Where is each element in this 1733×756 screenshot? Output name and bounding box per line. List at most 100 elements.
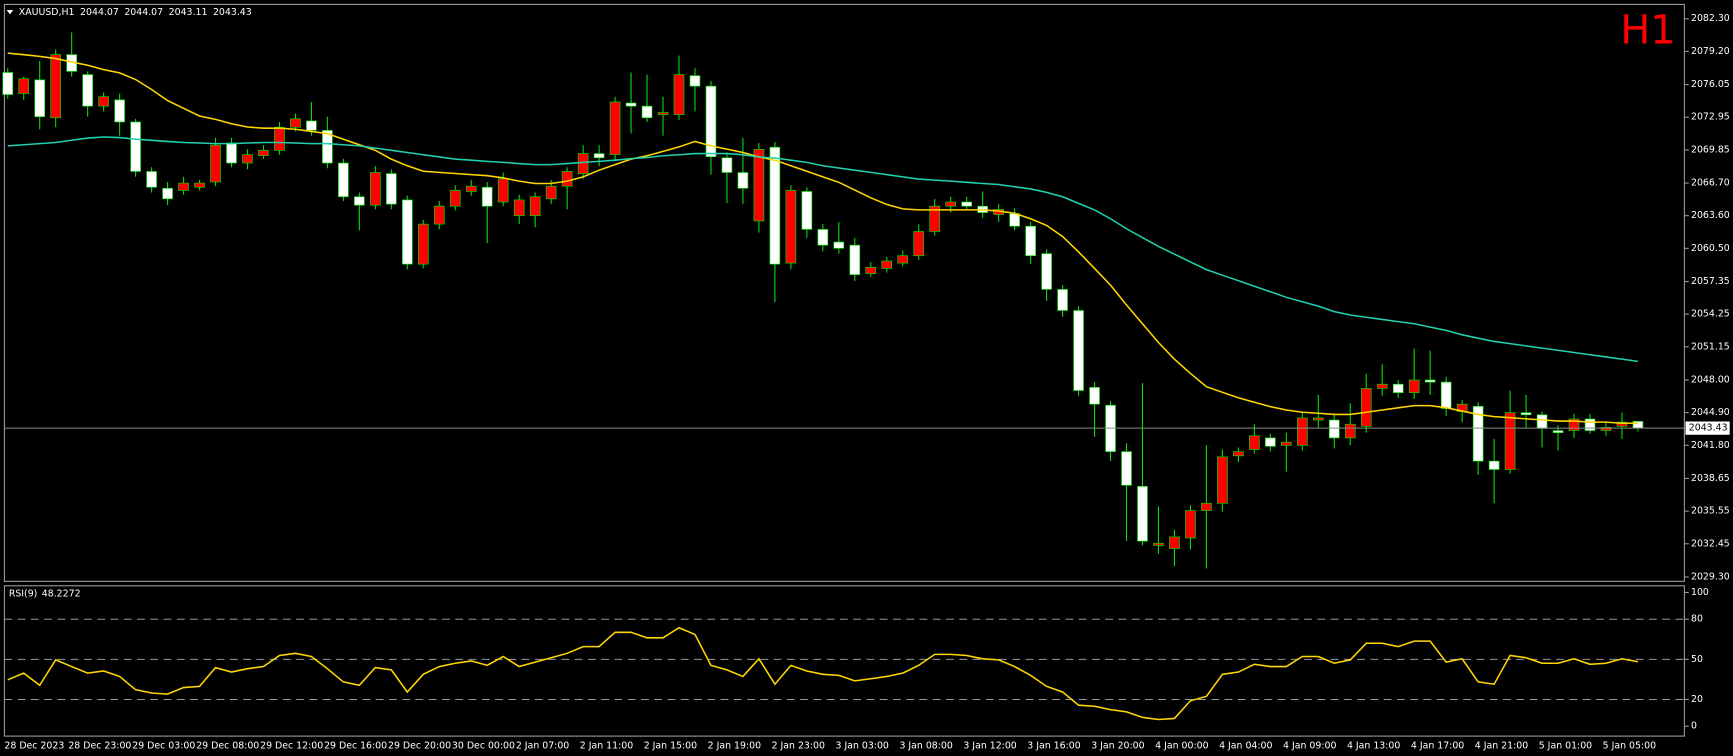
candle-body	[1073, 310, 1084, 391]
x-tick-label: 4 Jan 13:00	[1347, 741, 1400, 752]
x-tick-label: 2 Jan 07:00	[516, 741, 569, 752]
menu-arrow[interactable]	[6, 9, 14, 15]
candle-body	[1616, 421, 1628, 427]
candle-body	[98, 96, 109, 107]
candle-body	[433, 205, 445, 225]
candle-body	[114, 99, 125, 123]
candle-body	[897, 255, 909, 264]
candle-body	[1185, 510, 1196, 539]
x-tick-label: 29 Dec 20:00	[388, 741, 451, 752]
current-price-label: 2043.43	[1689, 423, 1728, 434]
candle-body	[1376, 383, 1388, 389]
candle-body	[1504, 412, 1516, 470]
candle-body	[1424, 379, 1436, 383]
candle-body	[801, 191, 813, 230]
header-low: 2043.11	[169, 7, 208, 18]
y-tick-label: 0	[1691, 721, 1697, 732]
x-tick-label: 4 Jan 04:00	[1219, 741, 1272, 752]
candle-body	[849, 244, 861, 276]
candle-body	[386, 173, 397, 205]
candle-body	[689, 75, 701, 87]
x-tick-label: 29 Dec 08:00	[196, 741, 259, 752]
x-tick-label: 29 Dec 16:00	[324, 741, 387, 752]
candle-body	[274, 126, 285, 151]
candle-body	[1568, 418, 1580, 431]
y-tick-label: 80	[1691, 614, 1703, 625]
x-tick-label: 3 Jan 08:00	[899, 741, 952, 752]
x-tick-label: 2 Jan 23:00	[772, 741, 825, 752]
candle-body	[82, 74, 93, 107]
y-tick-label: 2063.60	[1691, 210, 1730, 221]
y-tick-label: 2035.55	[1691, 506, 1730, 517]
candle-body	[210, 144, 221, 183]
chart-title: XAUUSD,H1	[19, 7, 75, 18]
candle-body	[242, 154, 253, 164]
x-tick-label: 2 Jan 11:00	[580, 741, 633, 752]
timeframe-watermark: H1	[1620, 8, 1675, 54]
x-tick-label: 29 Dec 03:00	[132, 741, 195, 752]
y-tick-label: 2044.90	[1691, 407, 1730, 418]
candle-body	[1297, 417, 1308, 446]
candle-body	[34, 79, 46, 118]
x-tick-label: 28 Dec 2023	[4, 741, 64, 752]
candle-body	[178, 182, 189, 191]
candle-body	[1472, 405, 1484, 462]
y-tick-label: 2029.30	[1691, 571, 1730, 582]
x-tick-label: 5 Jan 05:00	[1603, 741, 1656, 752]
candle-body	[833, 241, 845, 249]
x-tick-label: 5 Jan 01:00	[1539, 741, 1592, 752]
y-tick-label: 100	[1691, 587, 1709, 598]
candle-body	[929, 205, 941, 232]
candle-body	[1392, 383, 1404, 393]
candle-body	[417, 223, 429, 265]
candle-body	[354, 196, 365, 206]
x-tick-label: 4 Jan 00:00	[1155, 741, 1208, 752]
candle-body	[1169, 536, 1180, 549]
y-tick-label: 2072.95	[1691, 112, 1730, 123]
x-tick-label: 30 Dec 00:00	[452, 741, 515, 752]
candle-body	[913, 231, 925, 257]
candle-body	[1520, 412, 1532, 416]
candle-body	[449, 190, 461, 207]
chart-header: XAUUSD,H1 2044.07 2044.07 2043.11 2043.43	[19, 7, 252, 18]
candle-body	[226, 142, 237, 164]
candle-body	[817, 229, 829, 246]
candle-body	[769, 146, 781, 265]
x-tick-label: 2 Jan 15:00	[644, 741, 697, 752]
candle-body	[1312, 417, 1324, 421]
candle-body	[753, 149, 765, 222]
candle-body	[290, 118, 301, 128]
x-tick-label: 4 Jan 17:00	[1411, 741, 1464, 752]
candle-body	[545, 185, 557, 200]
candle-body	[1408, 379, 1420, 393]
candle-body	[338, 162, 349, 198]
candle-body	[130, 121, 141, 172]
y-tick-label: 2076.05	[1691, 79, 1730, 90]
rsi-line	[7, 626, 1639, 721]
candle-body	[401, 199, 413, 265]
candle-body	[50, 54, 61, 119]
indicator-value: 48.2272	[42, 588, 81, 599]
candle-body	[1249, 435, 1260, 450]
rsi-panel-frame	[3, 585, 1685, 737]
candle-body	[1025, 225, 1036, 257]
moving-average-line	[7, 136, 1639, 363]
candle-body	[1057, 289, 1068, 311]
candle-body	[785, 190, 797, 264]
candle-body	[609, 101, 621, 155]
candle-body	[737, 172, 749, 189]
candle-body	[1328, 419, 1340, 439]
candle-body	[641, 105, 653, 119]
candle-body	[146, 171, 157, 188]
x-tick-label: 2 Jan 19:00	[708, 741, 761, 752]
y-tick-label: 20	[1691, 694, 1703, 705]
candle-body	[1488, 460, 1500, 470]
candle-body	[673, 74, 685, 115]
y-tick-label: 2079.20	[1691, 46, 1730, 57]
x-tick-label: 28 Dec 23:00	[68, 741, 131, 752]
x-tick-label: 3 Jan 20:00	[1091, 741, 1144, 752]
candle-body	[625, 102, 637, 107]
candle-body	[1009, 213, 1020, 227]
